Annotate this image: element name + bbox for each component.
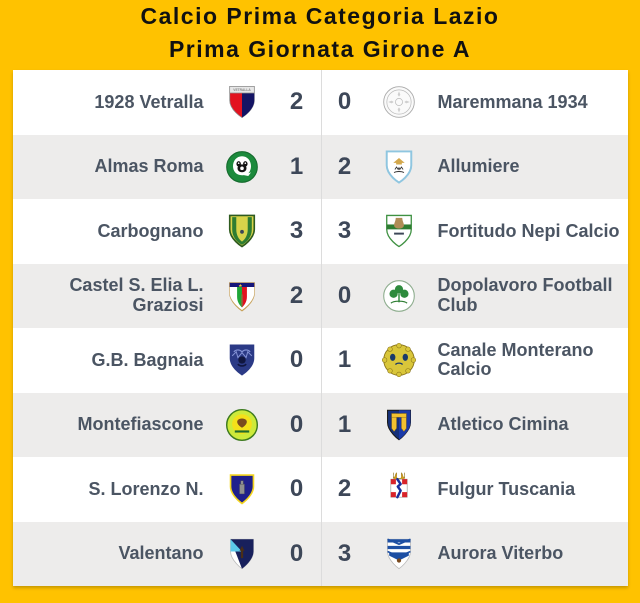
svg-text:VETRALLA: VETRALLA bbox=[233, 88, 251, 92]
